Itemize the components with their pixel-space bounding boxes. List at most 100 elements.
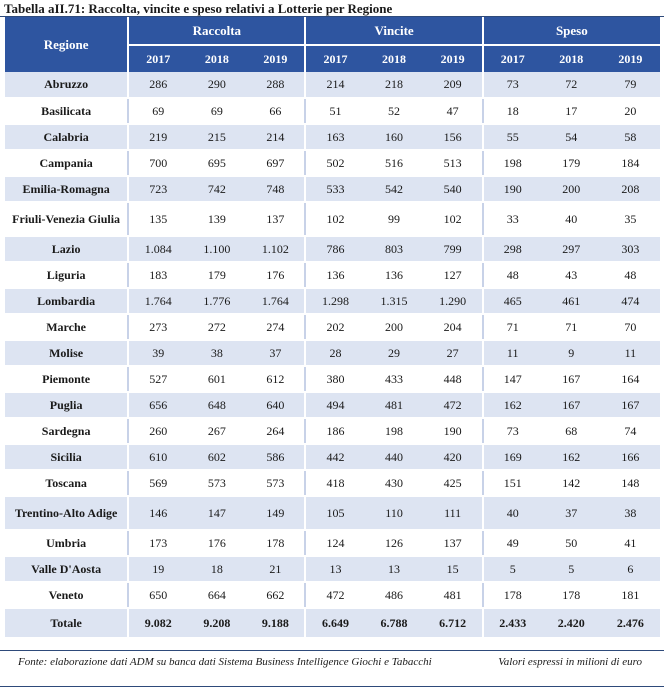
value-cell: 569 — [128, 470, 188, 497]
year-header: 2017 — [482, 45, 542, 72]
region-name: Friuli-Venezia Giulia — [5, 202, 130, 237]
value-cell: 200 — [541, 176, 601, 203]
value-cell: 214 — [246, 124, 307, 151]
value-cell: 173 — [128, 530, 188, 557]
table-row: Basilicata 69 69 66 51 52 47 18 17 20 — [5, 98, 660, 125]
value-cell: 52 — [364, 98, 424, 125]
value-cell: 640 — [246, 392, 307, 419]
region-column-header: Regione — [5, 17, 130, 72]
value-cell: 6 — [600, 556, 660, 583]
table-row: Puglia 656 648 640 494 481 472 162 167 167 — [5, 392, 660, 419]
value-cell: 28 — [305, 340, 365, 367]
value-cell: 105 — [305, 496, 365, 531]
source-note: Fonte: elaborazione dati ADM su banca da… — [18, 656, 432, 668]
table-row: Molise 39 38 37 28 29 27 11 9 11 — [5, 340, 660, 367]
value-cell: 169 — [482, 444, 542, 471]
table-row: Lombardia 1.764 1.776 1.764 1.298 1.315 1.290 4… — [5, 288, 660, 315]
value-cell: 48 — [600, 262, 660, 289]
value-cell: 1.764 — [128, 288, 188, 315]
value-cell: 440 — [364, 444, 424, 471]
region-name: Sicilia — [5, 444, 130, 471]
value-cell: 37 — [246, 340, 307, 367]
value-cell: 18 — [187, 556, 247, 583]
value-cell: 648 — [187, 392, 247, 419]
value-cell: 39 — [128, 340, 188, 367]
value-cell: 2.420 — [541, 607, 601, 639]
value-cell: 49 — [482, 530, 542, 557]
value-cell: 1.315 — [364, 288, 424, 315]
value-cell: 47 — [423, 98, 484, 125]
year-header: 2018 — [187, 45, 247, 72]
value-cell: 481 — [423, 582, 484, 609]
value-cell: 273 — [128, 314, 188, 341]
value-cell: 5 — [482, 556, 542, 583]
value-cell: 68 — [541, 418, 601, 445]
value-cell: 35 — [600, 202, 660, 237]
table-row: Campania 700 695 697 502 516 513 198 179 184 — [5, 150, 660, 177]
value-cell: 204 — [423, 314, 484, 341]
value-cell: 303 — [600, 236, 660, 263]
value-cell: 418 — [305, 470, 365, 497]
value-cell: 573 — [187, 470, 247, 497]
value-cell: 17 — [541, 98, 601, 125]
value-cell: 274 — [246, 314, 307, 341]
value-cell: 137 — [246, 202, 307, 237]
value-cell: 179 — [541, 150, 601, 177]
value-cell: 612 — [246, 366, 307, 393]
value-cell: 37 — [541, 496, 601, 531]
value-cell: 51 — [305, 98, 365, 125]
value-cell: 748 — [246, 176, 307, 203]
value-cell: 215 — [187, 124, 247, 151]
value-cell: 148 — [600, 470, 660, 497]
value-cell: 38 — [187, 340, 247, 367]
table-row: Lazio 1.084 1.100 1.102 786 803 799 298 297 303 — [5, 236, 660, 263]
value-cell: 181 — [600, 582, 660, 609]
value-cell: 1.084 — [128, 236, 188, 263]
value-cell: 198 — [482, 150, 542, 177]
value-cell: 38 — [600, 496, 660, 531]
value-cell: 186 — [305, 418, 365, 445]
value-cell: 73 — [482, 418, 542, 445]
value-cell: 176 — [187, 530, 247, 557]
value-cell: 297 — [541, 236, 601, 263]
footer-rule — [0, 686, 664, 687]
value-cell: 723 — [128, 176, 188, 203]
region-name: Puglia — [5, 392, 130, 419]
table-row: Calabria 219 215 214 163 160 156 55 54 58 — [5, 124, 660, 151]
value-cell: 190 — [423, 418, 484, 445]
table-title: Tabella aII.71: Raccolta, vincite e spes… — [4, 1, 393, 16]
table-row: Veneto 650 664 662 472 486 481 178 178 181 — [5, 582, 660, 609]
year-header: 2019 — [423, 45, 484, 72]
value-cell: 425 — [423, 470, 484, 497]
region-name: Marche — [5, 314, 130, 341]
value-cell: 2.476 — [600, 607, 660, 639]
value-cell: 202 — [305, 314, 365, 341]
value-cell: 99 — [364, 202, 424, 237]
value-cell: 146 — [128, 496, 188, 531]
value-cell: 40 — [482, 496, 542, 531]
value-cell: 29 — [364, 340, 424, 367]
value-cell: 136 — [305, 262, 365, 289]
value-cell: 139 — [187, 202, 247, 237]
value-cell: 33 — [482, 202, 542, 237]
year-header: 2017 — [128, 45, 188, 72]
value-cell: 218 — [364, 72, 424, 99]
value-cell: 695 — [187, 150, 247, 177]
value-cell: 461 — [541, 288, 601, 315]
region-name: Molise — [5, 340, 130, 367]
value-cell: 72 — [541, 72, 601, 99]
value-cell: 527 — [128, 366, 188, 393]
value-cell: 288 — [246, 72, 307, 99]
value-cell: 516 — [364, 150, 424, 177]
value-cell: 697 — [246, 150, 307, 177]
value-cell: 167 — [541, 366, 601, 393]
value-cell: 166 — [600, 444, 660, 471]
value-cell: 260 — [128, 418, 188, 445]
value-cell: 433 — [364, 366, 424, 393]
value-cell: 9.188 — [246, 607, 307, 639]
value-cell: 6.788 — [364, 607, 424, 639]
value-cell: 41 — [600, 530, 660, 557]
table-header: Regione Raccolta Vincite Speso 2017 2018… — [5, 17, 660, 72]
total-label: Totale — [5, 607, 130, 639]
region-name: Sardegna — [5, 418, 130, 445]
